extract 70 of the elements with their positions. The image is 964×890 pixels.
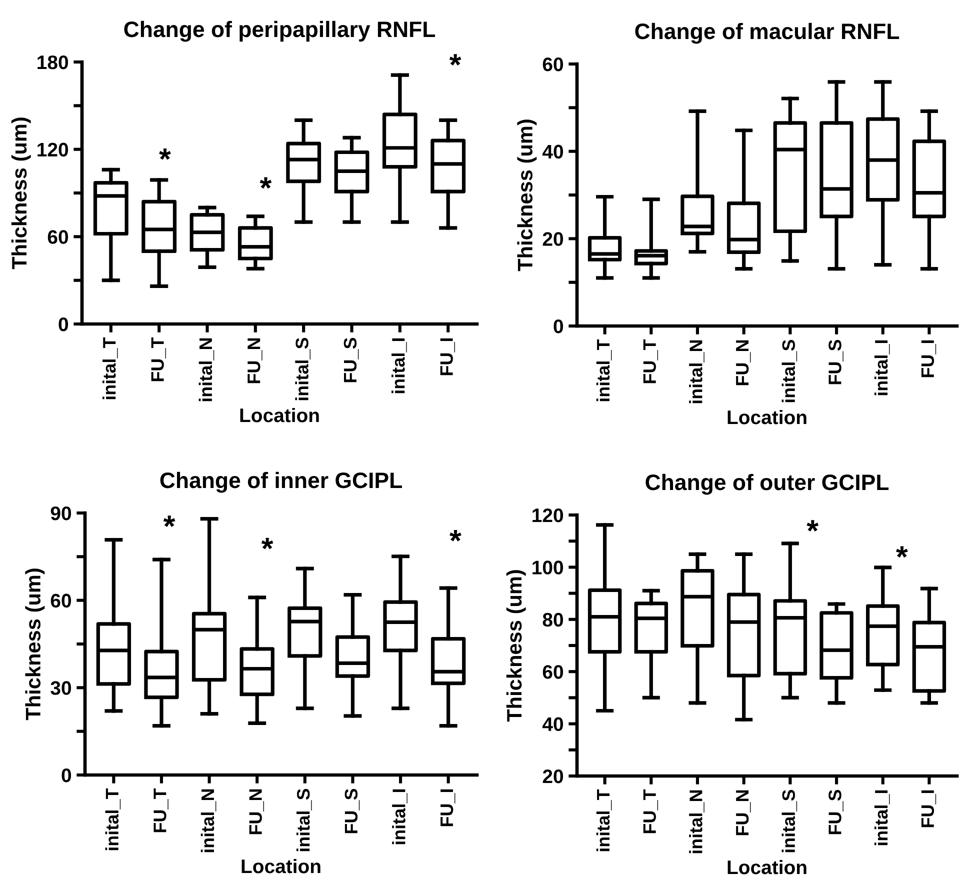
x-tick-label: FU_N	[736, 340, 751, 386]
chart-title: Change of outer GCIPL	[646, 474, 889, 495]
x-tick-label: FU_S	[828, 340, 844, 384]
x-tick-label: inital_T	[596, 789, 612, 852]
y-tick-label: 40	[542, 144, 564, 159]
x-tick-label: FU_I	[921, 790, 936, 828]
x-tick-label: inital_S	[782, 340, 798, 402]
chart-title: Change of macular RNFL	[635, 22, 900, 44]
x-tick-label: FU_I	[440, 338, 455, 376]
chart-title: Change of inner GCIPL	[160, 472, 402, 493]
annotation: *	[449, 54, 462, 66]
x-axis-title: Location	[728, 860, 806, 874]
x-tick-label: FU_N	[248, 338, 262, 384]
y-tick-label: 90	[50, 506, 72, 520]
y-tick-label: 100	[532, 560, 564, 574]
x-tick-label: inital_I	[392, 789, 408, 844]
y-tick-label: 80	[542, 612, 564, 627]
y-tick-label: 0	[554, 319, 564, 334]
y-tick-label: 20	[542, 769, 564, 784]
y-axis-title: Thickness (um)	[517, 120, 537, 272]
annotation: *	[261, 538, 274, 550]
x-tick-label: FU_S	[828, 790, 844, 834]
x-axis-title: Location	[728, 410, 806, 424]
x-tick-label: inital_I	[874, 790, 890, 846]
annotation: *	[163, 516, 176, 527]
annotation: *	[159, 148, 171, 160]
annotation: *	[450, 530, 462, 542]
x-tick-label: FU_I	[921, 340, 936, 378]
y-tick-label: 40	[542, 717, 564, 732]
x-tick-label: inital_S	[782, 790, 798, 852]
y-tick-label: 180	[38, 55, 68, 70]
annotation: *	[260, 177, 272, 189]
y-tick-label: 60	[542, 665, 564, 679]
y-axis-title: Thickness (um)	[11, 118, 31, 270]
x-tick-label: FU_S	[344, 338, 359, 382]
x-tick-label: FU_T	[643, 339, 658, 384]
x-tick-label: FU_N	[736, 790, 751, 836]
y-tick-label: 20	[542, 232, 564, 246]
x-tick-label: inital_N	[200, 789, 216, 852]
y-tick-label: 120	[532, 508, 564, 522]
annotation: *	[896, 546, 908, 558]
x-tick-label: inital_T	[102, 337, 118, 400]
y-axis-title: Thickness (um)	[25, 568, 45, 720]
x-axis-title: Location	[240, 408, 319, 422]
x-tick-label: inital_S	[295, 338, 310, 400]
y-tick-label: 0	[62, 768, 72, 782]
x-tick-label: inital_S	[296, 788, 312, 852]
x-tick-label: FU_T	[643, 789, 658, 834]
y-tick-label: 0	[58, 317, 68, 332]
y-tick-label: 30	[50, 681, 72, 695]
y-tick-label: 60	[542, 57, 564, 72]
x-tick-label: FU_T	[151, 337, 166, 382]
y-tick-label: 60	[48, 230, 68, 244]
x-tick-label: inital_N	[198, 338, 214, 402]
x-tick-label: FU_I	[440, 789, 456, 826]
y-tick-label: 120	[38, 142, 68, 157]
x-tick-label: inital_N	[689, 340, 704, 404]
x-tick-label: inital_N	[689, 790, 704, 854]
x-tick-label: FU_T	[154, 788, 168, 832]
x-tick-label: inital_I	[874, 340, 890, 396]
chart-title: Change of peripapillary RNFL	[124, 20, 436, 42]
x-axis-title: Location	[242, 858, 320, 874]
x-tick-label: inital_T	[596, 339, 612, 402]
y-tick-label: 60	[50, 594, 72, 608]
x-tick-label: inital_T	[105, 788, 121, 850]
x-tick-label: inital_I	[392, 338, 407, 394]
annotation: *	[806, 520, 819, 532]
x-tick-label: FU_S	[344, 788, 360, 834]
y-axis-title: Thickness (um)	[506, 570, 526, 722]
x-tick-label: FU_N	[249, 789, 264, 834]
